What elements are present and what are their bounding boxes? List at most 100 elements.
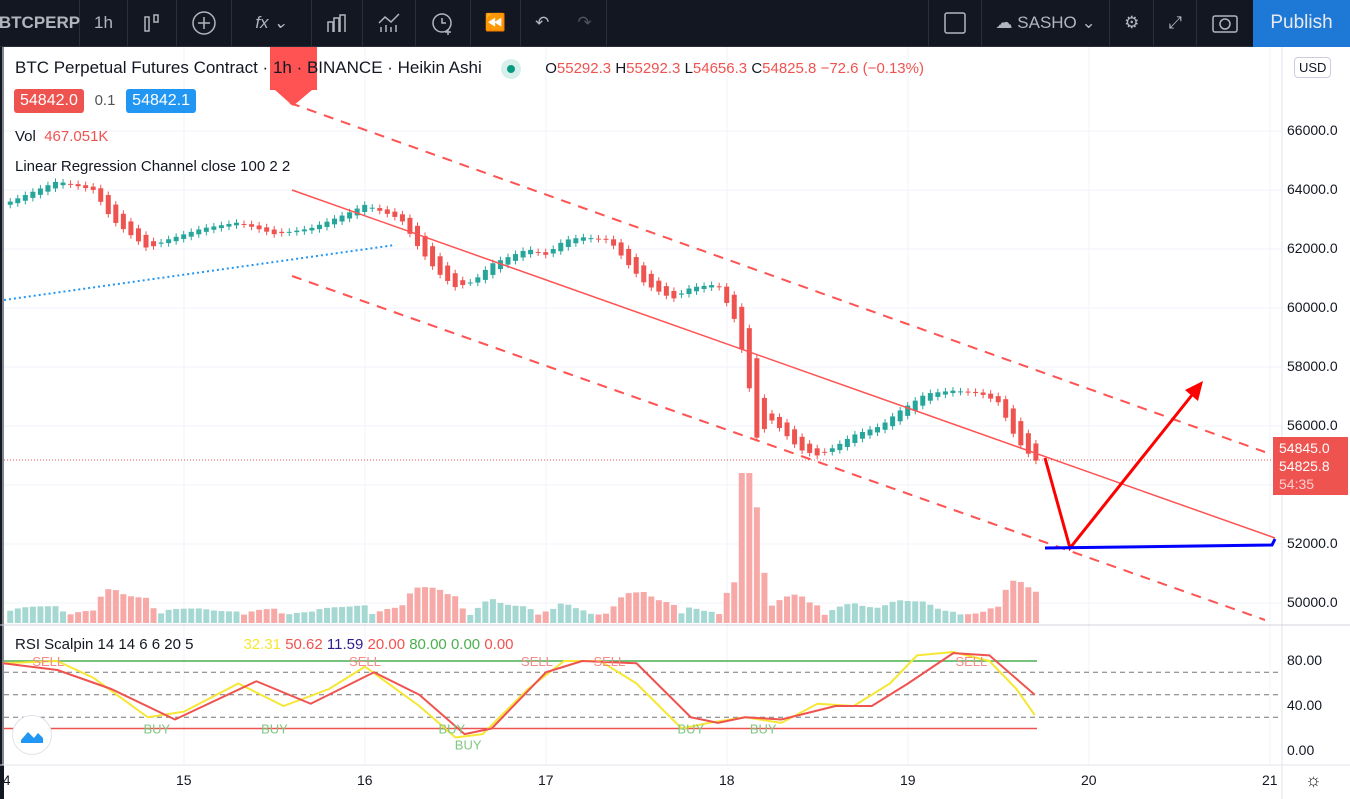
- drawings[interactable]: [3, 47, 1282, 621]
- candle-body: [460, 280, 466, 285]
- interval-button[interactable]: 1h: [80, 0, 128, 47]
- indicators-fx-icon[interactable]: fx ⌄: [232, 0, 312, 47]
- candle-body: [995, 396, 1001, 403]
- volume-bar: [489, 599, 496, 623]
- volume-bar: [949, 611, 956, 623]
- volume-bar: [610, 606, 617, 623]
- buy-price-button[interactable]: 54842.1: [126, 89, 197, 113]
- candle-body: [633, 257, 639, 274]
- top-toolbar: BTCPERP 1h fx ⌄ ⏪ ↶ ↷ ☁ SASHO ⌄ ⚙ ⤢ Publ…: [0, 0, 1350, 47]
- volume-bar: [14, 608, 21, 623]
- redo-icon[interactable]: ↷: [563, 0, 607, 47]
- volume-bar: [919, 601, 926, 623]
- time-tick: 17: [538, 772, 554, 788]
- candle-body: [316, 224, 322, 230]
- candle-body: [233, 222, 239, 226]
- rsi-value: 32.31: [243, 636, 286, 653]
- volume-bar: [497, 602, 504, 623]
- candle-body: [618, 242, 624, 256]
- volume-bar: [520, 606, 527, 623]
- settings-sun-icon[interactable]: ☼: [1305, 770, 1322, 790]
- candle-body: [837, 443, 843, 451]
- candle-body: [75, 184, 81, 187]
- layout-icon[interactable]: [928, 0, 983, 47]
- candle-body: [822, 451, 828, 453]
- symbol-title: BTC Perpetual Futures Contract: [15, 58, 258, 77]
- candle-body: [1033, 443, 1039, 461]
- volume-bar: [29, 606, 36, 623]
- candle-body: [196, 229, 202, 235]
- candle-body: [761, 397, 767, 430]
- publish-button[interactable]: Publish: [1253, 0, 1350, 47]
- spread: 0.1: [94, 92, 116, 109]
- indicator-legend[interactable]: Linear Regression Channel close 100 2 2: [15, 158, 291, 175]
- volume-bar: [225, 611, 232, 623]
- candle-body: [347, 212, 353, 219]
- alert-icon[interactable]: [416, 0, 471, 47]
- volume-bar: [844, 604, 851, 623]
- compare-plus-icon[interactable]: [177, 0, 232, 47]
- rsi-tick: 80.00: [1287, 652, 1323, 668]
- candle-body: [218, 225, 224, 229]
- tradingview-logo-icon[interactable]: [12, 715, 52, 755]
- replay-icon[interactable]: ⏪: [471, 0, 522, 47]
- candle-body: [859, 431, 865, 439]
- volume-bar: [1010, 580, 1017, 623]
- volume-bar: [429, 587, 436, 623]
- rsi-value: 11.59: [326, 636, 368, 653]
- volume-bar: [346, 606, 353, 623]
- volume-bar: [550, 608, 557, 623]
- candles-icon[interactable]: [128, 0, 177, 47]
- volume-bar: [874, 607, 881, 623]
- rsi-legend[interactable]: RSI Scalpin 14 14 6 6 20 5 32.31 50.62 11…: [15, 636, 514, 653]
- rsi-value: 80.00: [409, 636, 451, 653]
- volume-bar: [957, 614, 964, 623]
- chart-type-icon[interactable]: [363, 0, 416, 47]
- signal-label-buy: BUY: [439, 722, 466, 737]
- signal-label-buy: BUY: [455, 738, 482, 753]
- candle-body: [83, 185, 89, 189]
- candle-body: [37, 188, 43, 195]
- volume-bar: [90, 610, 97, 623]
- volume-bar: [836, 606, 843, 623]
- volume-bar: [44, 606, 51, 623]
- volume-bar: [980, 611, 987, 623]
- cloud-save-button[interactable]: ☁ SASHO ⌄: [982, 0, 1111, 47]
- candles: [7, 178, 1039, 465]
- candle-body: [792, 429, 798, 445]
- sell-price-button[interactable]: 54842.0: [14, 89, 84, 113]
- candle-body: [105, 195, 111, 215]
- fullscreen-icon[interactable]: ⤢: [1154, 0, 1197, 47]
- screenshot-camera-icon[interactable]: [1197, 0, 1253, 47]
- templates-icon[interactable]: [312, 0, 363, 47]
- settings-gear-icon[interactable]: ⚙: [1110, 0, 1155, 47]
- volume-bar: [278, 613, 285, 623]
- undo-icon[interactable]: ↶: [535, 13, 550, 32]
- candle-body: [7, 201, 13, 205]
- currency-label[interactable]: USD: [1294, 57, 1332, 78]
- candle-body: [128, 221, 134, 236]
- candle-body: [867, 429, 873, 436]
- candle-body: [731, 294, 737, 319]
- volume-bar: [452, 596, 459, 623]
- volume-bar: [587, 613, 594, 623]
- candle-body: [739, 306, 745, 350]
- volume-bar: [723, 592, 730, 623]
- signal-label-sell: SELL: [955, 654, 987, 669]
- volume-bar: [889, 601, 896, 623]
- volume-bar: [105, 589, 112, 623]
- volume-bar: [233, 611, 240, 623]
- volume-bar: [331, 607, 338, 623]
- candle-body: [709, 285, 715, 288]
- price-tick: 50000.0: [1287, 594, 1338, 610]
- volume-bar: [67, 614, 74, 623]
- volume-bar: [301, 612, 308, 623]
- symbol-button[interactable]: BTCPERP: [0, 0, 80, 47]
- signal-label-sell: SELL: [349, 654, 381, 669]
- candle-body: [249, 224, 255, 227]
- candle-body: [173, 236, 179, 242]
- candle-body: [256, 225, 262, 230]
- volume-bar: [414, 587, 421, 623]
- volume-bar: [791, 594, 798, 623]
